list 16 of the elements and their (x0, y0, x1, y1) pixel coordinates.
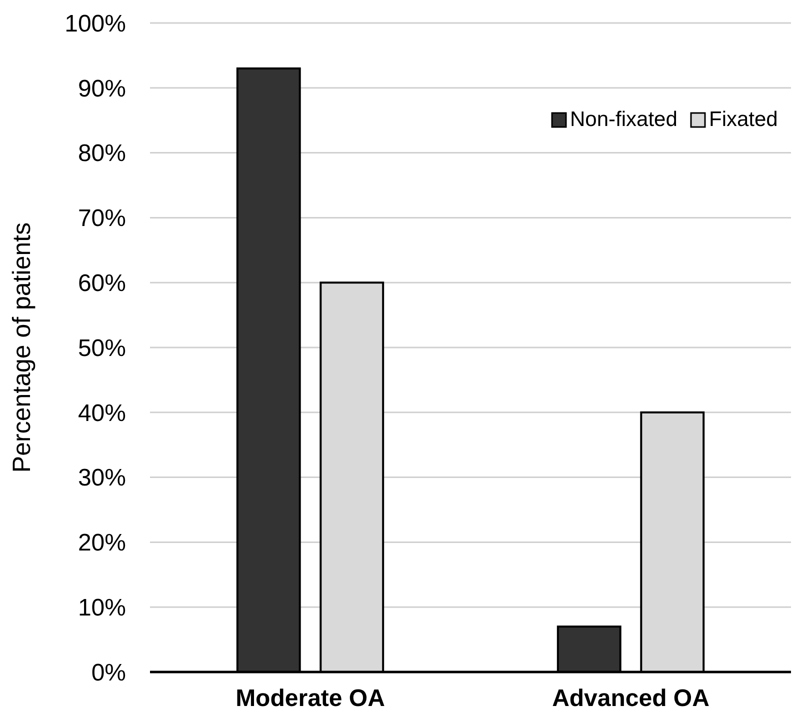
x-tick-label: Moderate OA (236, 685, 385, 712)
y-tick-label: 40% (78, 400, 126, 427)
y-tick-label: 50% (78, 334, 126, 362)
y-tick-label: 100% (64, 10, 126, 38)
y-tick-label: 0% (91, 659, 126, 686)
x-tick-label: Advanced OA (552, 685, 710, 712)
y-tick-label: 60% (78, 270, 126, 297)
y-tick-label: 20% (78, 530, 126, 557)
y-tick-label: 80% (78, 140, 126, 168)
y-tick-label: 70% (78, 205, 126, 232)
y-axis-title: Percentage of patients (8, 222, 36, 473)
y-tick-label: 10% (78, 594, 126, 622)
legend-label: Non-fixated (570, 108, 678, 131)
y-tick-label: 90% (78, 75, 126, 102)
legend-label: Fixated (709, 108, 778, 131)
y-tick-label: 30% (78, 464, 126, 492)
